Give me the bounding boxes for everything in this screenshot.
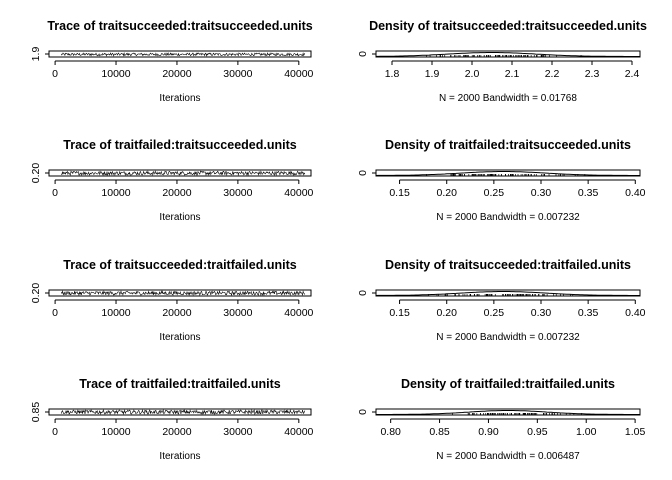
panel-title: Trace of traitfailed:traitfailed.units xyxy=(79,377,280,391)
x-tick-label: 0.80 xyxy=(380,426,401,438)
x-tick-label: 10000 xyxy=(101,426,130,438)
x-tick-label: 30000 xyxy=(223,307,252,319)
panel-title: Trace of traitfailed:traitsucceeded.unit… xyxy=(63,138,296,152)
x-tick-label: 0.90 xyxy=(478,426,499,438)
x-tick-label: 0.40 xyxy=(625,187,646,199)
x-axis-label: N = 2000 Bandwidth = 0.006487 xyxy=(436,451,580,462)
panel-title: Trace of traitsucceeded:traitsucceeded.u… xyxy=(47,19,312,33)
x-tick-label: 0 xyxy=(52,426,58,438)
x-tick-label: 1.9 xyxy=(425,68,440,80)
trace-line xyxy=(60,290,306,297)
panel-title: Density of traitsucceeded:traitsucceeded… xyxy=(369,19,647,33)
rug-marks xyxy=(427,294,574,296)
y-tick-label: 0 xyxy=(357,51,369,57)
x-tick-label: 0.20 xyxy=(436,187,457,199)
x-tick-label: 0 xyxy=(52,68,58,80)
x-tick-label: 20000 xyxy=(162,307,191,319)
x-tick-label: 0.95 xyxy=(527,426,548,438)
x-tick-label: 2.1 xyxy=(505,68,520,80)
x-tick-label: 10000 xyxy=(101,307,130,319)
x-tick-label: 0.25 xyxy=(484,307,505,319)
x-tick-label: 2.4 xyxy=(625,68,640,80)
x-axis-label: Iterations xyxy=(159,93,200,104)
x-tick-label: 20000 xyxy=(162,426,191,438)
x-tick-label: 40000 xyxy=(284,426,313,438)
x-axis-label: N = 2000 Bandwidth = 0.01768 xyxy=(439,93,577,104)
x-tick-label: 1.8 xyxy=(385,68,400,80)
x-tick-label: 0.85 xyxy=(429,426,450,438)
x-axis-label: Iterations xyxy=(159,451,200,462)
density-panel-2: Density of traitfailed:traitsucceeded.un… xyxy=(357,138,646,223)
x-tick-label: 10000 xyxy=(101,187,130,199)
density-curve xyxy=(375,171,640,176)
x-tick-label: 0.40 xyxy=(625,307,646,319)
x-tick-label: 2.2 xyxy=(545,68,560,80)
y-tick-label: 0 xyxy=(357,409,369,415)
x-tick-label: 0.15 xyxy=(389,307,410,319)
x-tick-label: 0.25 xyxy=(484,187,505,199)
y-tick-label: 0.85 xyxy=(30,402,42,423)
panel-title: Density of traitfailed:traitfailed.units xyxy=(401,377,615,391)
x-tick-label: 20000 xyxy=(162,68,191,80)
y-tick-label: 0 xyxy=(357,290,369,296)
density-curve xyxy=(376,52,640,57)
x-tick-label: 0.35 xyxy=(578,307,599,319)
trace-line xyxy=(61,170,306,177)
rug-marks xyxy=(426,174,586,176)
x-tick-label: 10000 xyxy=(101,68,130,80)
density-panel-1: Density of traitsucceeded:traitsucceeded… xyxy=(357,19,647,104)
x-tick-label: 0.35 xyxy=(578,187,599,199)
density-panel-4: Density of traitfailed:traitfailed.units… xyxy=(357,377,645,462)
x-tick-label: 40000 xyxy=(284,187,313,199)
y-tick-label: 0.20 xyxy=(30,283,42,304)
panel-title: Trace of traitsucceeded:traitfailed.unit… xyxy=(63,258,296,272)
x-tick-label: 2.3 xyxy=(585,68,600,80)
density-curve xyxy=(376,410,640,415)
x-axis-label: N = 2000 Bandwidth = 0.007232 xyxy=(436,212,580,223)
y-tick-label: 0.20 xyxy=(30,163,42,184)
x-tick-label: 1.05 xyxy=(625,426,646,438)
x-tick-label: 30000 xyxy=(223,68,252,80)
x-tick-label: 40000 xyxy=(284,68,313,80)
x-tick-label: 2.0 xyxy=(465,68,480,80)
x-tick-label: 0.30 xyxy=(531,187,552,199)
x-axis-label: Iterations xyxy=(159,332,200,343)
trace-panel-1: Trace of traitsucceeded:traitsucceeded.u… xyxy=(30,19,314,104)
rug-marks xyxy=(426,55,582,57)
x-tick-label: 0.15 xyxy=(389,187,410,199)
trace-line xyxy=(60,51,306,57)
x-tick-label: 30000 xyxy=(223,426,252,438)
rug-marks xyxy=(452,413,582,415)
trace-panel-3: Trace of traitsucceeded:traitfailed.unit… xyxy=(30,258,314,343)
x-tick-label: 30000 xyxy=(223,187,252,199)
x-axis-label: Iterations xyxy=(159,212,200,223)
x-tick-label: 40000 xyxy=(284,307,313,319)
x-tick-label: 20000 xyxy=(162,187,191,199)
density-panel-3: Density of traitsucceeded:traitfailed.un… xyxy=(357,258,646,343)
y-tick-label: 1.9 xyxy=(30,47,42,62)
x-tick-label: 0 xyxy=(52,187,58,199)
trace-line xyxy=(60,408,306,416)
panel-title: Density of traitfailed:traitsucceeded.un… xyxy=(385,138,631,152)
x-tick-label: 0.20 xyxy=(436,307,457,319)
x-axis-label: N = 2000 Bandwidth = 0.007232 xyxy=(436,332,580,343)
density-curve xyxy=(375,291,640,296)
x-tick-label: 0 xyxy=(52,307,58,319)
panel-title: Density of traitsucceeded:traitfailed.un… xyxy=(385,258,631,272)
y-tick-label: 0 xyxy=(357,170,369,176)
trace-panel-4: Trace of traitfailed:traitfailed.units 0 1… xyxy=(30,377,314,462)
x-tick-label: 0.30 xyxy=(531,307,552,319)
x-tick-label: 1.00 xyxy=(576,426,597,438)
trace-panel-2: Trace of traitfailed:traitsucceeded.unit… xyxy=(30,138,314,223)
